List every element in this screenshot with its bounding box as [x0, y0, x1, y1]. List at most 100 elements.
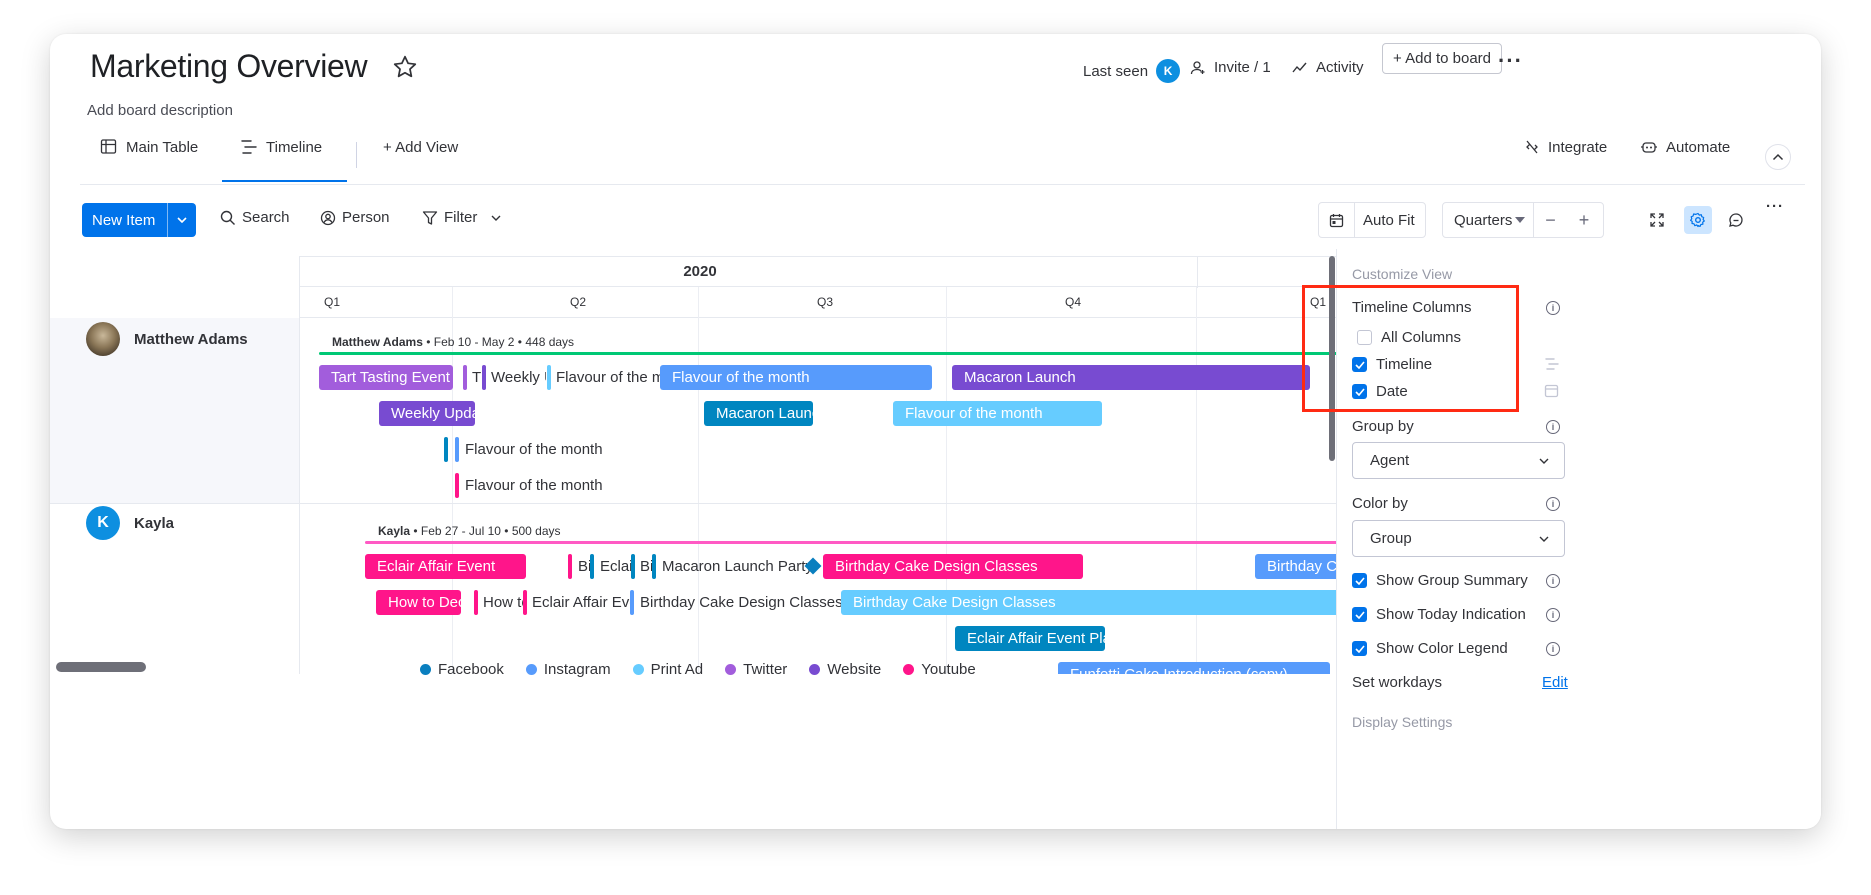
timeline-item[interactable]: Flavour of the month [660, 365, 932, 390]
timeline-item-label[interactable]: Weekly Up [491, 369, 546, 386]
timeline-item-label[interactable]: How to [483, 594, 523, 611]
info-icon[interactable]: i [1546, 497, 1560, 511]
invite-button[interactable]: Invite / 1 [1190, 59, 1271, 76]
checkbox-label: Date [1376, 383, 1408, 400]
timeline-item-tick[interactable] [463, 365, 467, 390]
timeline-item-tick[interactable] [631, 554, 635, 579]
summary-name: Matthew Adams [332, 335, 423, 349]
chat-button[interactable] [1722, 206, 1750, 234]
group-label-kayla[interactable]: K Kayla [86, 506, 174, 540]
timeline-item[interactable]: Birthday Cake Design Classes [823, 554, 1083, 579]
page-title[interactable]: Marketing Overview [90, 48, 368, 84]
new-item-button[interactable]: New Item [82, 203, 196, 237]
timeline-item-label[interactable]: Eclair [600, 558, 632, 575]
settings-button[interactable] [1684, 206, 1712, 234]
person-filter-button[interactable]: Person [320, 209, 390, 226]
filter-button[interactable]: Filter [422, 209, 503, 226]
timeline-column-checkbox[interactable]: Timeline [1352, 356, 1432, 373]
timeline-item[interactable]: Birthday Cake Design Classes [841, 590, 1340, 615]
timeline-item[interactable]: Funfetti Cake Introduction (copy) [1058, 662, 1330, 674]
timeline-item-tick[interactable] [652, 554, 656, 579]
show-color-legend-checkbox[interactable]: Show Color Legend [1352, 640, 1508, 657]
edit-workdays-link[interactable]: Edit [1542, 674, 1568, 691]
activity-button[interactable]: Activity [1292, 59, 1364, 76]
automate-button[interactable]: Automate [1640, 132, 1730, 162]
checkbox[interactable] [1357, 330, 1372, 345]
timeline-item-label[interactable]: Bi [578, 558, 590, 575]
check-icon [1354, 576, 1365, 585]
timeline-item-label[interactable]: Eclair Affair Even [532, 594, 630, 611]
timeline-item-label[interactable]: Bi [640, 558, 652, 575]
group-by-select[interactable]: Agent [1352, 442, 1565, 479]
timeline-item-label[interactable]: Flavour of the mon [556, 369, 660, 386]
info-icon[interactable]: i [1546, 608, 1560, 622]
timeline-item[interactable]: Flavour of the month [893, 401, 1102, 426]
checkbox[interactable] [1352, 573, 1367, 588]
board-description[interactable]: Add board description [87, 102, 233, 119]
activity-icon [1292, 62, 1307, 72]
info-icon[interactable]: i [1546, 420, 1560, 434]
timeline-item-label[interactable]: Tı [472, 369, 484, 386]
chevron-down-icon[interactable] [489, 214, 503, 222]
add-to-board-button[interactable]: + Add to board [1382, 43, 1502, 74]
timeline-item-tick[interactable] [474, 590, 478, 615]
timeline-item[interactable]: Eclair Affair Event Plann [955, 626, 1105, 651]
tab-timeline[interactable]: Timeline [240, 132, 322, 162]
timeline-item[interactable]: Tart Tasting Event [319, 365, 453, 390]
tab-main-table[interactable]: Main Table [100, 132, 198, 162]
fullscreen-button[interactable] [1643, 206, 1671, 234]
timeline-item-tick[interactable] [455, 473, 459, 498]
group-summary: Matthew Adams • Feb 10 - May 2 • 448 day… [332, 335, 574, 349]
group-label-matthew[interactable]: Matthew Adams [86, 322, 248, 356]
timeline-item[interactable]: Macaron Launch [704, 401, 813, 426]
fullscreen-icon [1650, 213, 1664, 227]
timeline-item-tick[interactable] [547, 365, 551, 390]
zoom-select[interactable]: Quarters [1443, 212, 1533, 229]
zoom-out-button[interactable]: − [1533, 203, 1567, 237]
legend-item: Youtube [903, 661, 976, 678]
timeline-item[interactable]: Weekly Update [379, 401, 475, 426]
timeline-item-label[interactable]: Macaron Launch Party [662, 558, 813, 575]
all-columns-checkbox[interactable]: All Columns [1357, 329, 1461, 346]
show-group-summary-checkbox[interactable]: Show Group Summary [1352, 572, 1528, 589]
info-icon[interactable]: i [1546, 642, 1560, 656]
timeline-item-tick[interactable] [455, 437, 459, 462]
search-button[interactable]: Search [220, 209, 290, 226]
info-icon[interactable]: i [1546, 574, 1560, 588]
timeline-item[interactable]: Eclair Affair Event [365, 554, 526, 579]
timeline-item-tick[interactable] [482, 365, 486, 390]
horizontal-scrollbar[interactable] [56, 662, 146, 672]
timeline-item-tick[interactable] [568, 554, 572, 579]
chevron-down-icon[interactable] [168, 217, 196, 223]
color-by-select[interactable]: Group [1352, 520, 1565, 557]
zoom-in-button[interactable]: + [1578, 209, 1590, 230]
year-divider [1197, 257, 1198, 288]
timeline-item-label[interactable]: Flavour of the month [465, 477, 603, 494]
timeline-item[interactable]: Birthday Cal [1255, 554, 1340, 579]
timeline-item-tick[interactable] [444, 437, 448, 462]
more-options-icon[interactable]: ··· [1766, 198, 1784, 215]
integrate-button[interactable]: Integrate [1524, 132, 1607, 162]
timeline-item[interactable]: Macaron Launch [952, 365, 1310, 390]
timeline-item-tick[interactable] [590, 554, 594, 579]
timeline-item[interactable]: How to Deco [376, 590, 461, 615]
vertical-scrollbar[interactable] [1329, 256, 1335, 461]
info-icon[interactable]: i [1546, 301, 1560, 315]
date-column-checkbox[interactable]: Date [1352, 383, 1408, 400]
checkbox[interactable] [1352, 607, 1367, 622]
more-options-icon[interactable]: ··· [1498, 48, 1523, 73]
checkbox[interactable] [1352, 357, 1367, 372]
timeline-item-label[interactable]: Birthday Cake Design Classes (copy [640, 594, 842, 611]
checkbox[interactable] [1352, 641, 1367, 656]
timeline-item-tick[interactable] [523, 590, 527, 615]
auto-fit-button[interactable]: Auto Fit [1318, 202, 1426, 238]
last-seen[interactable]: Last seen K [1083, 59, 1181, 83]
legend-label: Website [827, 661, 882, 678]
timeline-item-label[interactable]: Flavour of the month [465, 441, 603, 458]
tab-add-view[interactable]: + Add View [383, 132, 458, 162]
collapse-header-button[interactable] [1765, 144, 1791, 170]
checkbox[interactable] [1352, 384, 1367, 399]
show-today-checkbox[interactable]: Show Today Indication [1352, 606, 1526, 623]
star-icon[interactable] [392, 54, 418, 80]
timeline-item-tick[interactable] [630, 590, 634, 615]
